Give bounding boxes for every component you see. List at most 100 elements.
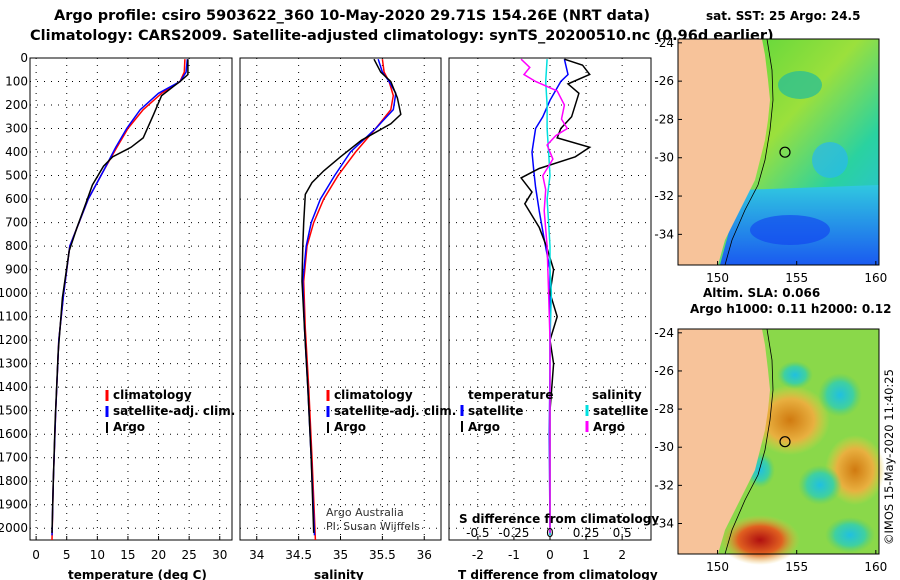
legend-label-satellite: satellite-adj. clim. <box>113 404 235 418</box>
sla-map-frame <box>677 328 880 555</box>
x-tick-label: 2 <box>618 548 626 562</box>
salinity-panel: 34 34.5 35 35.5 36 <box>239 57 442 562</box>
s-difference-axis-label: S difference from climatology <box>459 512 659 526</box>
watermark: ©IMOS 15-May-2020 11:40:25 <box>882 369 896 545</box>
isobath-contour <box>724 38 774 266</box>
x-tick-label: 34.5 <box>285 548 312 562</box>
depth-tick-label: 1200 <box>0 333 28 347</box>
lat-tick-label: -32 <box>654 189 674 203</box>
isobath-contour <box>724 328 774 555</box>
series-line-satellite-adj-clim- <box>51 59 189 536</box>
s-difference-tick-label: 0 <box>546 526 554 540</box>
depth-tick-label: 900 <box>5 263 28 277</box>
x-tick-label: 10 <box>90 548 105 562</box>
credit-line-1: Argo Australia <box>326 506 404 519</box>
x-tick-label: 34 <box>249 548 264 562</box>
series-line-argo <box>301 58 402 533</box>
sla-high <box>750 385 830 455</box>
title-line-2: Climatology: CARS2009. Satellite-adjuste… <box>30 28 774 44</box>
depth-tick-label: 1500 <box>0 404 28 418</box>
legend-label-argo: Argo <box>334 420 366 434</box>
lat-tick-label: -30 <box>654 440 674 454</box>
depth-tick-label: 1600 <box>0 427 28 441</box>
series-line-climatology <box>302 59 395 541</box>
australia-land <box>678 39 770 265</box>
series-line-climatology <box>51 59 186 541</box>
sst-eddy <box>812 142 848 178</box>
depth-tick-label: 1100 <box>0 310 28 324</box>
sla-high <box>720 515 800 565</box>
sst-eddy <box>750 215 830 245</box>
x-tick-label: -1 <box>508 548 520 562</box>
sla-low <box>777 361 813 389</box>
salinity-legend: climatology satellite-adj. clim. Argo Ar… <box>326 388 456 533</box>
legend-header-temperature: temperature <box>468 388 553 402</box>
sst-map <box>677 38 880 266</box>
lat-tick-label: -26 <box>654 364 674 378</box>
depth-tick-label: 600 <box>5 192 28 206</box>
depth-tick-label: 300 <box>5 122 28 136</box>
float-position-marker <box>779 436 791 448</box>
credit-line-2: PI: Susan Wijffels <box>326 520 420 533</box>
sst-map-frame <box>677 38 880 266</box>
s-difference-tick-label: -0.25 <box>498 526 529 540</box>
depth-tick-label: 1000 <box>0 286 28 300</box>
depth-tick-label: 0 <box>20 51 28 65</box>
x-tick-label: 20 <box>151 548 166 562</box>
x-tick-label: 30 <box>212 548 227 562</box>
difference-legend: temperature salinity satellite Argo sate… <box>460 388 648 434</box>
legend-label-s-argo: Argo <box>593 420 625 434</box>
depth-tick-label: 2000 <box>0 521 28 535</box>
lon-tick-label: 150 <box>706 271 729 285</box>
sla-map-title-1: Altim. SLA: 0.066 <box>703 286 820 300</box>
series-line-argo <box>519 58 592 533</box>
depth-axis: 0 100 200 300 400 500 600 700 800 900 1000 1100 1200… <box>0 51 28 535</box>
x-tick-label: -2 <box>472 548 484 562</box>
lon-tick-label: 150 <box>706 560 729 574</box>
depth-tick-label: 1300 <box>0 357 28 371</box>
depth-tick-label: 200 <box>5 98 28 112</box>
s-difference-tick-label: -0.5 <box>466 526 489 540</box>
depth-tick-label: 700 <box>5 216 28 230</box>
x-tick-label: 5 <box>63 548 71 562</box>
lat-tick-label: -28 <box>654 402 674 416</box>
sla-map-title-2: Argo h1000: 0.11 h2000: 0.12 <box>690 302 891 316</box>
x-tick-label: 0 <box>32 548 40 562</box>
series-line-satellite-adj-clim- <box>302 58 397 536</box>
x-tick-label: 35 <box>333 548 348 562</box>
lat-tick-label: -24 <box>654 326 674 340</box>
x-tick-label: 25 <box>182 548 197 562</box>
lon-tick-label: 160 <box>864 271 887 285</box>
sst-eddy <box>778 71 822 99</box>
sst-map-title: sat. SST: 25 Argo: 24.5 <box>706 9 860 23</box>
australia-land <box>678 329 770 554</box>
x-tick-label: 35.5 <box>369 548 396 562</box>
sla-map <box>677 328 885 565</box>
depth-tick-label: 1800 <box>0 474 28 488</box>
x-tick-label: 36 <box>417 548 432 562</box>
temperature-legend: climatology satellite-adj. clim. Argo <box>105 388 235 434</box>
temperature-axis-label: temperature (deg C) <box>68 568 207 580</box>
legend-label-climatology: climatology <box>113 388 192 402</box>
t-difference-axis-label: T difference from climatology <box>458 568 658 580</box>
sst-map-ticks: 150 155 160 -24 -26 -28 -30 -32 -34 <box>654 36 887 285</box>
legend-label-climatology: climatology <box>334 388 413 402</box>
x-tick-label: 15 <box>120 548 135 562</box>
lat-tick-label: -34 <box>654 516 674 530</box>
x-tick-label: 1 <box>582 548 590 562</box>
lat-tick-label: -32 <box>654 478 674 492</box>
depth-tick-label: 1400 <box>0 380 28 394</box>
x-tick-label: 0 <box>546 548 554 562</box>
legend-label-satellite: satellite-adj. clim. <box>334 404 456 418</box>
lat-tick-label: -24 <box>654 36 674 50</box>
depth-tick-label: 1700 <box>0 451 28 465</box>
sla-map-ticks: 150 155 160 -24 -26 -28 -30 -32 -34 <box>654 326 887 574</box>
depth-tick-label: 400 <box>5 145 28 159</box>
lat-tick-label: -34 <box>654 227 674 241</box>
depth-tick-label: 100 <box>5 75 28 89</box>
title-line-1: Argo profile: csiro 5903622_360 10-May-2… <box>54 8 650 24</box>
series-line-argo <box>51 59 189 533</box>
depth-tick-label: 800 <box>5 239 28 253</box>
float-position-marker <box>779 146 791 158</box>
lon-tick-label: 155 <box>785 271 808 285</box>
